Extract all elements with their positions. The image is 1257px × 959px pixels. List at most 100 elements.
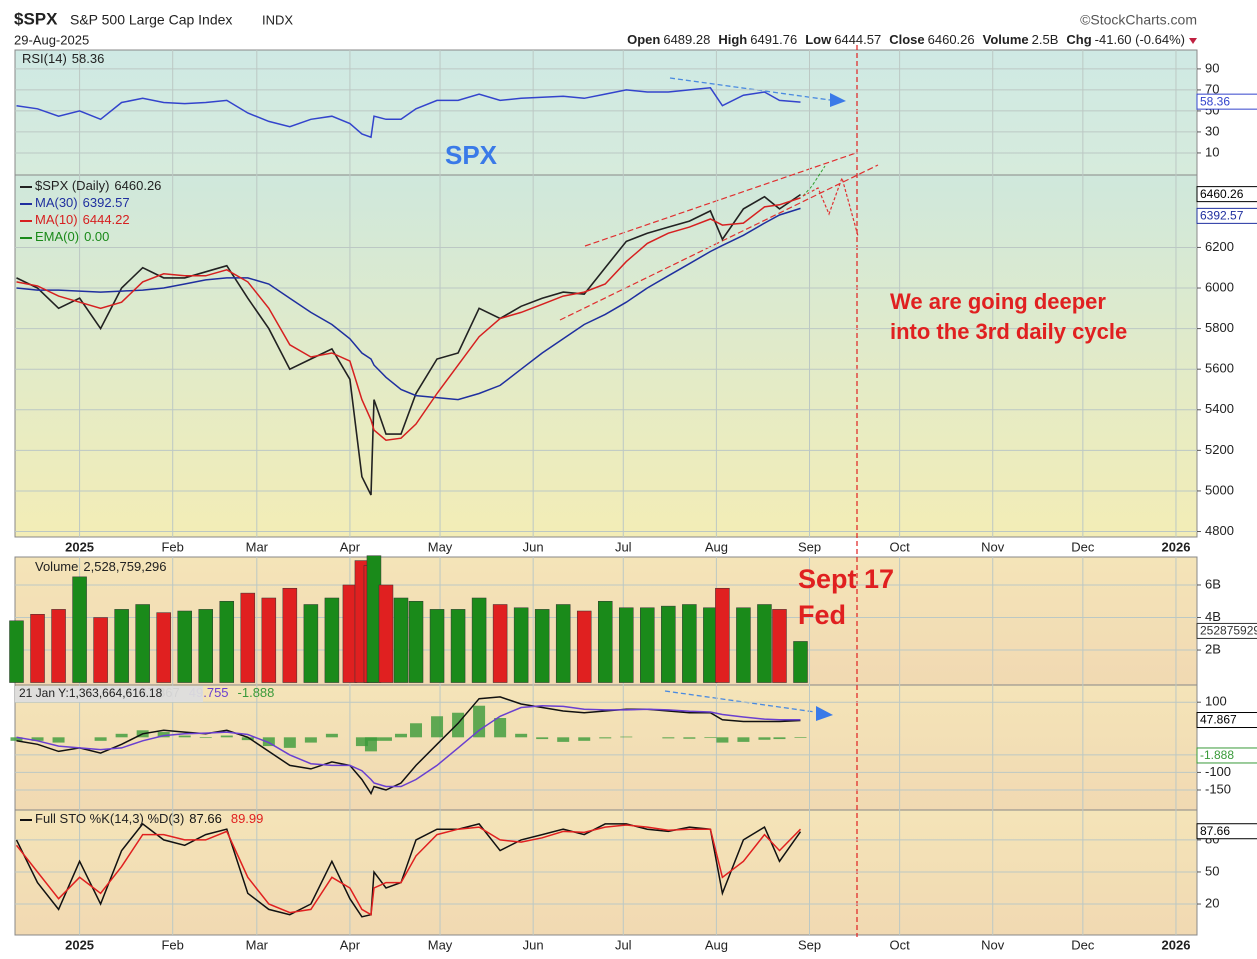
x-tick-label: Feb	[161, 937, 183, 952]
trend-arrow	[664, 690, 816, 713]
sto-panel	[14, 809, 1198, 936]
y-tick-label: 10	[1205, 144, 1219, 159]
volume-bar	[72, 576, 87, 683]
arrow-head	[830, 93, 846, 107]
volume-bar	[156, 612, 171, 683]
volume-bar	[619, 607, 634, 683]
volume-bar	[378, 584, 394, 683]
legend-name: Volume	[35, 559, 78, 574]
volume-bar	[51, 609, 66, 683]
legend-value: 89.99	[231, 811, 264, 826]
value-flag	[1196, 712, 1257, 729]
volume-bar	[114, 609, 129, 683]
histogram-bar	[241, 737, 254, 741]
legend-name: MA(30)	[35, 195, 78, 210]
histogram-bar	[157, 732, 170, 738]
y-tick-label: 30	[1205, 123, 1219, 138]
histogram-bar	[379, 737, 392, 741]
y-tick-label: -150	[1205, 781, 1231, 796]
x-tick-label: Oct	[890, 937, 911, 952]
x-tick-label: Apr	[340, 937, 361, 952]
histogram-bar	[94, 737, 107, 741]
histogram-bar	[473, 705, 486, 738]
series-line	[16, 193, 801, 496]
value-flag-label: 47.867	[1200, 713, 1237, 727]
volume-bar	[9, 620, 24, 683]
x-tick-label: Dec	[1071, 937, 1095, 952]
value-flag-label: 87.66	[1200, 824, 1230, 838]
volume-bar	[682, 604, 697, 683]
legend-value: 6444.22	[83, 212, 130, 227]
value-flag-label: 6460.26	[1200, 187, 1244, 201]
histogram-bar	[394, 733, 407, 738]
volume-bar	[555, 604, 571, 683]
volume-bar	[640, 607, 655, 683]
quote-value: -41.60 (-0.64%)	[1095, 32, 1185, 47]
value-flag-label: -1.888	[1200, 748, 1234, 762]
value-flag-label: 6392.57	[1200, 209, 1244, 223]
legend-value: 58.36	[72, 51, 105, 66]
legend: MA(30) 6392.57	[35, 195, 130, 210]
histogram-bar	[199, 737, 212, 739]
histogram-bar	[52, 737, 65, 743]
volume-bar	[282, 587, 298, 683]
y-tick-label: 20	[1205, 895, 1219, 910]
histogram-bar	[367, 737, 380, 741]
y-tick-label: 5600	[1205, 361, 1234, 376]
y-tick-label: 4800	[1205, 523, 1234, 538]
arrow-head	[816, 706, 833, 721]
volume-bar	[576, 610, 592, 683]
volume-bar	[471, 597, 487, 683]
x-tick-label: 2025	[65, 539, 94, 554]
histogram-bar	[515, 733, 528, 738]
volume-bar	[261, 597, 277, 683]
legend-name: EMA(0)	[35, 229, 79, 244]
volume-bar	[219, 600, 235, 683]
x-tick-label: Sep	[798, 539, 821, 554]
legend: RSI(14) 58.36	[22, 51, 104, 66]
macd-panel	[14, 684, 1198, 811]
value-flag	[1196, 93, 1257, 110]
quote-value: 6460.26	[928, 32, 975, 47]
volume-bar	[793, 641, 808, 683]
x-tick-label: 2026	[1162, 539, 1191, 554]
x-tick-label: Mar	[246, 937, 269, 952]
histogram-bar	[794, 737, 807, 738]
tooltip-box	[15, 686, 203, 702]
y-tick-label: 4B	[1205, 609, 1221, 624]
histogram-bar	[557, 737, 570, 742]
x-tick-label: Feb	[161, 539, 183, 554]
volume-bar	[324, 597, 340, 683]
legend: MA(10) 6444.22	[35, 212, 130, 227]
annotation: SPX	[445, 140, 498, 170]
histogram-bar	[620, 736, 633, 738]
volume-bar	[135, 604, 150, 683]
histogram-bar	[355, 737, 368, 747]
legend: Volume 2,528,759,296	[35, 559, 167, 574]
legend-value: 6392.57	[83, 195, 130, 210]
y-tick-label: 5200	[1205, 442, 1234, 457]
x-tick-label: Dec	[1071, 539, 1095, 554]
tooltip: 21 Jan Y:1,363,664,616.18	[19, 686, 163, 700]
histogram-bar	[536, 737, 549, 740]
quote-label: Volume	[983, 32, 1029, 47]
y-tick-label: 50	[1205, 863, 1219, 878]
histogram-bar	[431, 716, 444, 738]
histogram-bar	[773, 737, 786, 740]
volume-bar	[408, 600, 424, 683]
legend-name: MA(10)	[35, 212, 78, 227]
x-tick-label: 2025	[65, 937, 94, 952]
x-tick-label: Sep	[798, 937, 821, 952]
legend: EMA(0) 0.00	[35, 229, 109, 244]
quote-label: Open	[627, 32, 660, 47]
x-tick-label: May	[428, 937, 453, 952]
volume-bar	[492, 604, 508, 683]
histogram-bar	[599, 737, 612, 739]
x-tick-label: Oct	[890, 539, 911, 554]
x-tick-label: Jun	[523, 937, 544, 952]
x-tick-label: Nov	[981, 937, 1005, 952]
histogram-bar	[325, 733, 338, 738]
histogram-bar	[494, 718, 507, 738]
quote: Open 6489.28 High 6491.76 Low 6444.57 Close 646…	[627, 32, 1185, 47]
